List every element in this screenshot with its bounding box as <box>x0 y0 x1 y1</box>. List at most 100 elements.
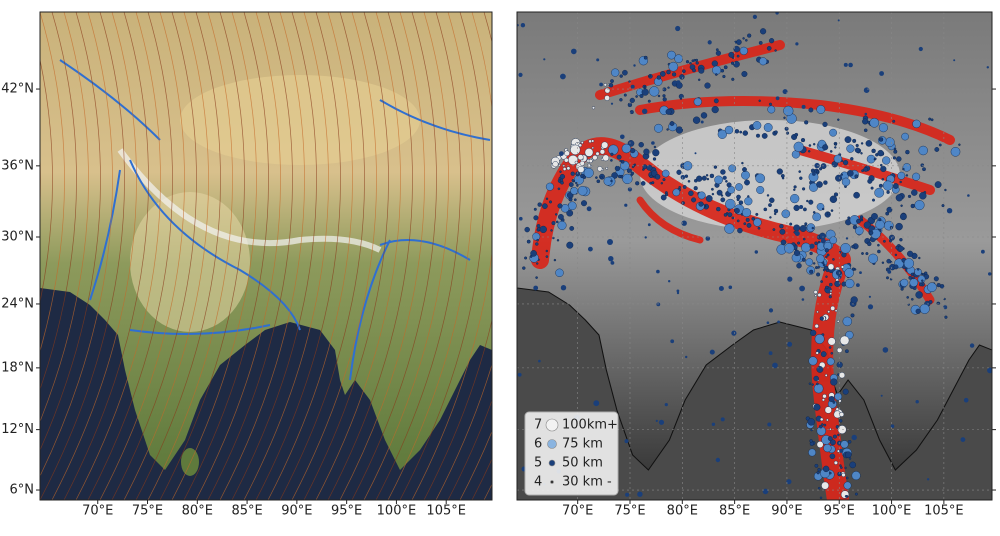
earthquake <box>941 204 945 208</box>
earthquake <box>865 140 873 147</box>
earthquake <box>577 165 585 173</box>
earthquake <box>743 222 747 226</box>
earthquake <box>593 400 600 407</box>
earthquake <box>855 507 857 509</box>
earthquake <box>734 129 740 134</box>
earthquake <box>768 308 774 313</box>
earthquake <box>533 285 539 291</box>
earthquake <box>715 50 722 56</box>
earthquake <box>813 290 818 295</box>
earthquake <box>700 120 704 124</box>
earthquake <box>647 99 651 103</box>
earthquake <box>658 419 665 425</box>
earthquake <box>894 253 898 257</box>
earthquake <box>566 209 574 217</box>
left-frame <box>39 11 493 501</box>
earthquake <box>832 258 835 261</box>
earthquake <box>822 207 825 211</box>
earthquake <box>735 183 743 191</box>
earthquake <box>834 280 841 287</box>
earthquake <box>827 310 831 314</box>
earthquake <box>829 195 838 204</box>
earthquake <box>551 221 556 226</box>
earthquake <box>618 174 622 179</box>
earthquake <box>810 329 817 337</box>
earthquake <box>901 132 909 141</box>
earthquake <box>840 440 849 449</box>
x-tick-label: 70°E <box>562 504 593 519</box>
earthquake <box>714 175 723 185</box>
right-frame <box>516 11 993 501</box>
earthquake <box>910 203 915 209</box>
earthquake <box>539 225 547 234</box>
earthquake <box>892 119 896 123</box>
earthquake <box>839 419 843 423</box>
earthquake <box>781 209 791 219</box>
earthquake <box>555 220 559 224</box>
earthquake <box>775 96 780 101</box>
y-tick-label: 36°N <box>1 158 34 173</box>
earthquake <box>850 313 855 318</box>
earthquake <box>654 173 661 180</box>
graticule-line <box>327 12 413 500</box>
earthquake <box>859 271 862 274</box>
earthquake <box>610 79 614 84</box>
earthquake <box>649 181 653 185</box>
earthquake <box>629 97 635 104</box>
earthquake <box>569 225 575 231</box>
legend-marker <box>545 418 559 432</box>
earthquake <box>630 171 635 176</box>
earthquake <box>752 121 762 130</box>
earthquake <box>871 148 876 154</box>
earthquake <box>809 251 813 256</box>
earthquake <box>697 191 706 200</box>
earthquake <box>571 179 575 182</box>
earthquake <box>720 417 725 422</box>
earthquake <box>847 169 854 177</box>
graticule-line <box>87 12 173 500</box>
earthquake <box>817 486 821 490</box>
earthquake <box>577 185 588 196</box>
earthquake <box>915 291 923 299</box>
earthquake <box>739 130 743 134</box>
earthquake <box>802 237 806 241</box>
earthquake <box>893 147 897 151</box>
earthquake <box>851 471 861 481</box>
x-tick-label: 75°E <box>132 504 163 519</box>
legend: 7 100km+ 6 75 km 5 50 km 4 30 km - <box>524 411 619 496</box>
earthquake <box>656 75 662 80</box>
earthquake <box>693 97 702 106</box>
earthquake <box>845 451 852 459</box>
earthquake <box>728 164 737 173</box>
earthquake <box>695 61 699 65</box>
earthquake <box>850 157 854 161</box>
earthquake <box>624 203 628 207</box>
earthquake <box>616 154 622 160</box>
earthquake <box>610 152 614 156</box>
earthquake <box>856 218 861 224</box>
earthquake <box>678 185 682 189</box>
earthquake <box>804 120 809 125</box>
earthquake <box>530 250 537 257</box>
earthquake <box>745 39 748 42</box>
graticule-line <box>339 12 425 500</box>
earthquake <box>711 105 719 114</box>
earthquake <box>538 359 541 363</box>
earthquake <box>812 212 822 222</box>
earthquake <box>691 59 695 63</box>
earthquake <box>809 243 815 249</box>
earthquake <box>691 197 697 203</box>
earthquake <box>524 226 530 233</box>
earthquake <box>698 67 705 74</box>
earthquake <box>903 258 915 269</box>
earthquake <box>742 167 747 172</box>
earthquake <box>692 116 701 124</box>
earthquake <box>649 86 660 97</box>
graticule-line <box>147 12 233 500</box>
earthquake <box>799 176 803 180</box>
earthquake <box>700 112 708 119</box>
earthquake <box>595 151 600 156</box>
graticule-line <box>219 12 305 500</box>
earthquake <box>757 226 761 230</box>
graticule-line <box>267 12 353 500</box>
